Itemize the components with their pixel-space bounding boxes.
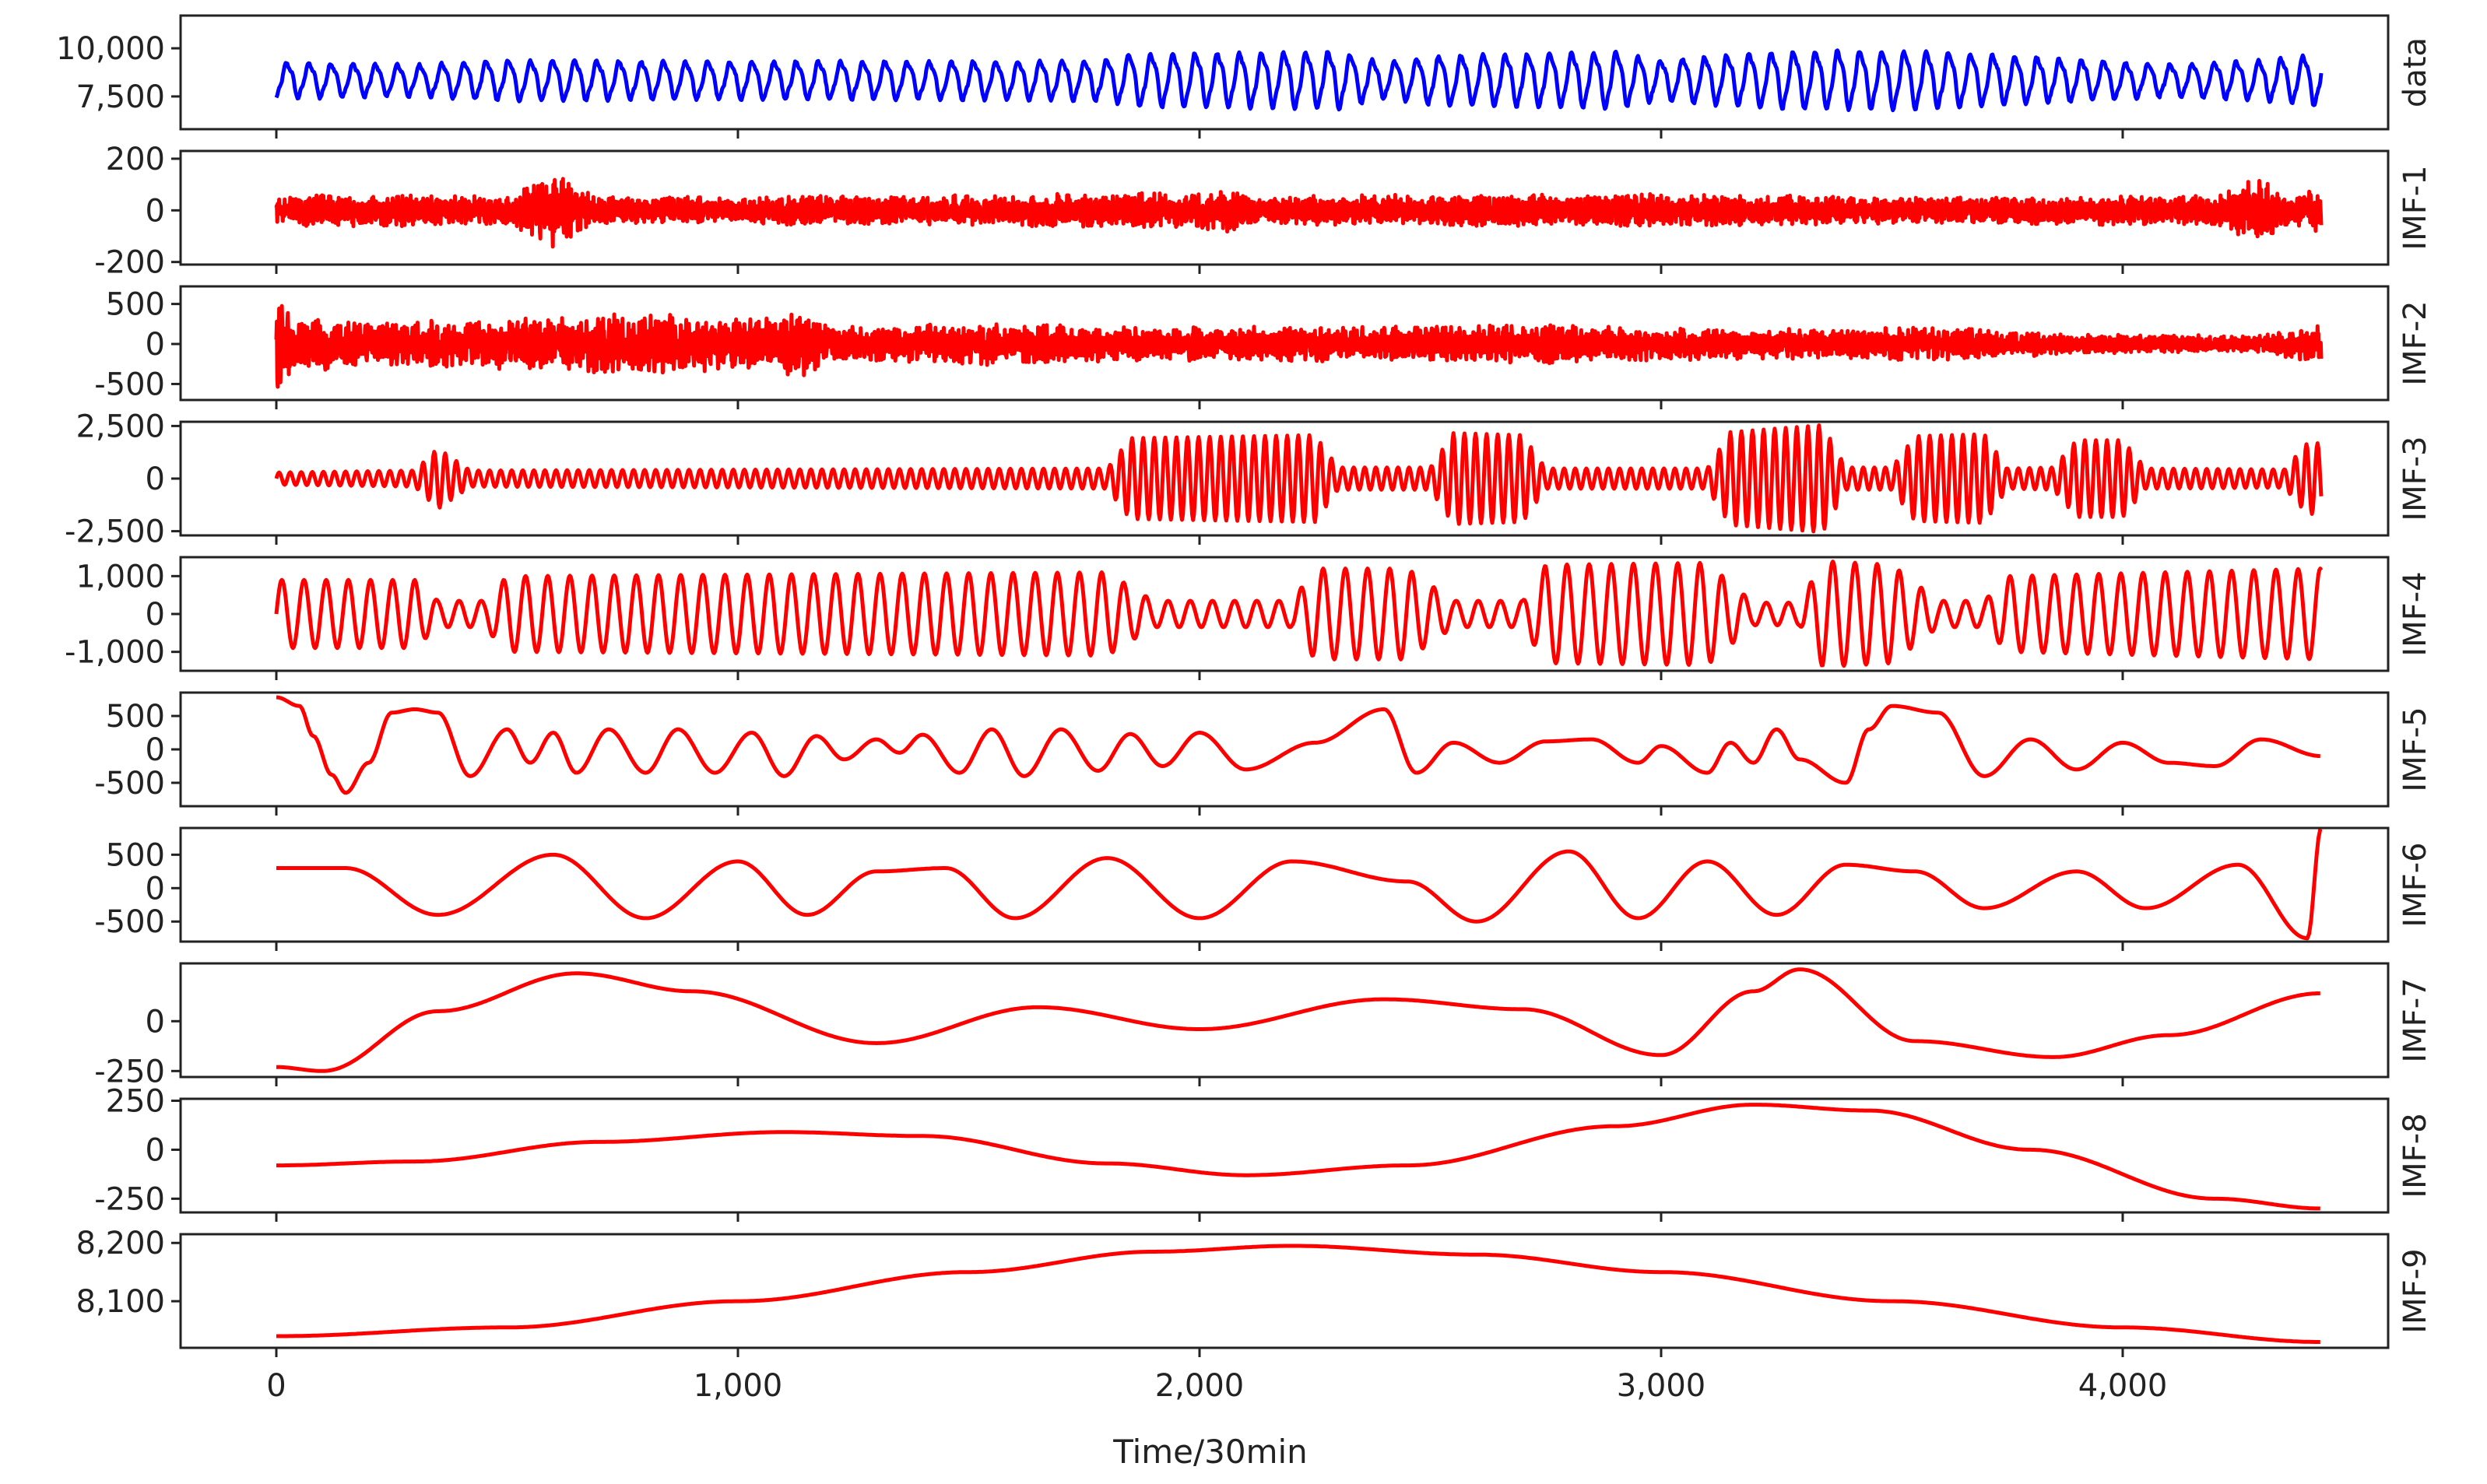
y-tick-label-IMF-2-1: 0 (146, 327, 165, 363)
y-tick-label-IMF-6-1: 0 (146, 871, 165, 907)
x-tick-label-0: 0 (266, 1368, 286, 1404)
y-tick-label-IMF-1-2: 200 (106, 142, 165, 177)
panel-frame-IMF-7 (179, 962, 2390, 1079)
x-tick-label-1: 1,000 (694, 1368, 783, 1404)
y-tick-label-IMF-2-0: -500 (94, 367, 165, 402)
x-axis-title: Time/30min (1112, 1433, 1308, 1471)
series-line-IMF-1 (274, 177, 2324, 249)
series-line-IMF-5 (276, 695, 2320, 795)
y-tick-label-IMF-5-1: 0 (146, 732, 165, 768)
series-line-IMF-2 (274, 303, 2324, 389)
series-line-IMF-3 (274, 423, 2324, 534)
panel-IMF-8: -250 0 250 IMF-8 (94, 1084, 2433, 1222)
row-label-data: data (2397, 37, 2433, 107)
x-tick-label-2: 2,000 (1155, 1368, 1245, 1404)
y-tick-label-IMF-1-0: -200 (94, 245, 165, 281)
panel-IMF-1: -200 0 200 IMF-1 (94, 142, 2433, 281)
series-line-IMF-4 (274, 560, 2324, 668)
y-tick-label-IMF-8-2: 250 (106, 1084, 165, 1120)
panel-IMF-9: 8,100 8,200 IMF-9 (76, 1226, 2433, 1357)
row-label-IMF-4: IMF-4 (2397, 571, 2433, 656)
y-tick-label-data-0: 7,500 (76, 79, 165, 115)
y-tick-label-IMF-4-1: 0 (146, 597, 165, 633)
y-tick-label-IMF-2-2: 500 (106, 287, 165, 323)
y-tick-label-IMF-9-0: 8,100 (76, 1284, 165, 1320)
series-line-IMF-8 (276, 1103, 2320, 1211)
panel-frame-IMF-1 (179, 149, 2390, 266)
row-label-IMF-5: IMF-5 (2397, 707, 2433, 791)
panel-IMF-2: -500 0 500 IMF-2 (94, 285, 2433, 409)
y-tick-label-IMF-4-0: -1,000 (65, 635, 165, 671)
row-label-IMF-7: IMF-7 (2397, 977, 2433, 1062)
row-label-IMF-2: IMF-2 (2397, 300, 2433, 385)
series-line-data (274, 48, 2324, 113)
y-tick-label-IMF-3-0: -2,500 (65, 514, 165, 550)
series-line-IMF-6 (276, 829, 2323, 941)
y-tick-label-IMF-7-0: -250 (94, 1054, 165, 1089)
y-tick-label-IMF-3-1: 0 (146, 461, 165, 497)
row-label-IMF-3: IMF-3 (2397, 436, 2433, 521)
y-tick-label-IMF-5-2: 500 (106, 699, 165, 735)
panel-data: 7,500 10,000 data (56, 14, 2433, 139)
row-label-IMF-8: IMF-8 (2397, 1113, 2433, 1198)
y-tick-label-IMF-8-1: 0 (146, 1132, 165, 1168)
y-tick-label-IMF-8-0: -250 (94, 1181, 165, 1217)
y-tick-label-data-1: 10,000 (56, 31, 165, 67)
panel-frame-IMF-5 (179, 691, 2390, 808)
series-line-IMF-9 (276, 1244, 2320, 1344)
panel-frame-IMF-8 (179, 1097, 2390, 1214)
y-tick-label-IMF-7-1: 0 (146, 1004, 165, 1040)
row-label-IMF-6: IMF-6 (2397, 842, 2433, 927)
y-tick-label-IMF-5-0: -500 (94, 766, 165, 802)
panel-frame-data (179, 14, 2390, 131)
series-line-IMF-7 (276, 967, 2320, 1073)
x-tick-label-4: 4,000 (2078, 1368, 2168, 1404)
row-label-IMF-1: IMF-1 (2397, 165, 2433, 250)
panel-frame-IMF-6 (179, 826, 2390, 943)
y-tick-label-IMF-9-1: 8,200 (76, 1226, 165, 1261)
y-tick-label-IMF-4-2: 1,000 (76, 559, 165, 595)
panel-IMF-3: -2,500 0 2,500 IMF-3 (65, 409, 2433, 549)
x-axis: 0 1,000 2,000 3,000 4,000 (266, 1368, 2167, 1404)
x-tick-label-3: 3,000 (1617, 1368, 1706, 1404)
y-tick-label-IMF-1-1: 0 (146, 193, 165, 229)
row-label-IMF-9: IMF-9 (2397, 1248, 2433, 1333)
panel-frame-IMF-9 (179, 1233, 2390, 1349)
y-tick-label-IMF-6-2: 500 (106, 837, 165, 873)
y-tick-label-IMF-6-0: -500 (94, 904, 165, 940)
y-tick-label-IMF-3-2: 2,500 (76, 409, 165, 444)
panel-IMF-7: -250 0 IMF-7 (94, 962, 2433, 1089)
